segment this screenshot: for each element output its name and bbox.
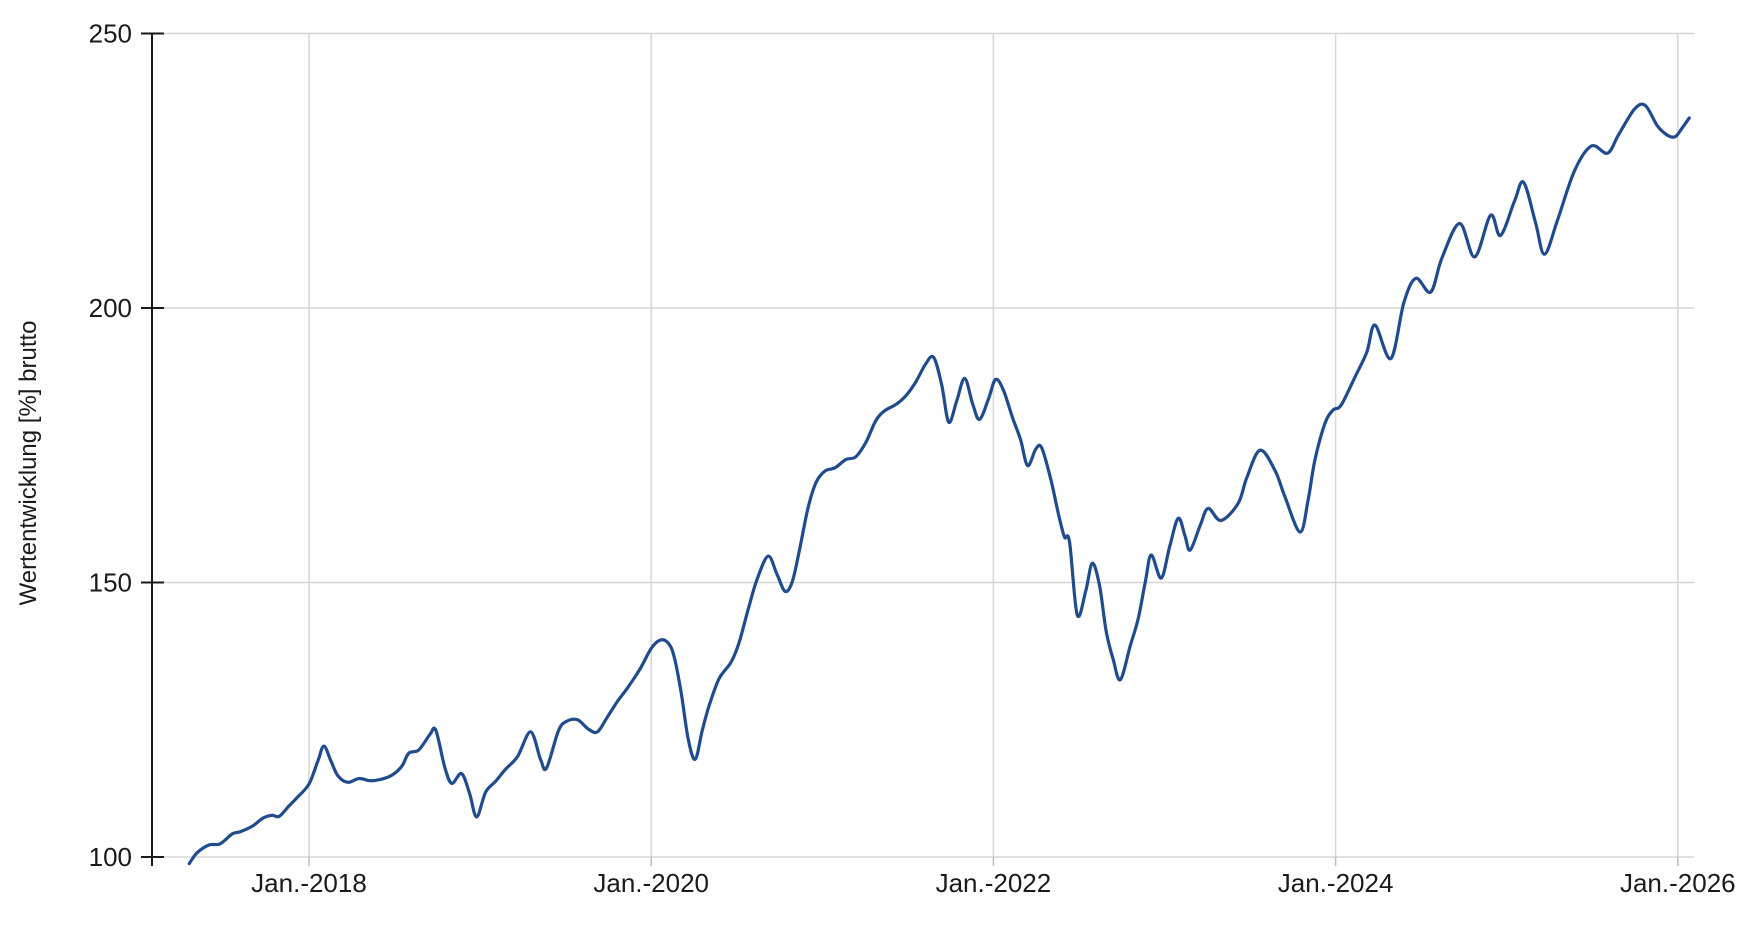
x-tick-label: Jan.-2024 [1278, 868, 1394, 898]
y-tick-label: 100 [89, 842, 132, 872]
y-axis-title: Wertentwicklung [%] brutto [15, 320, 42, 605]
gridlines [152, 32, 1694, 866]
x-tick-label: Jan.-2020 [593, 868, 709, 898]
x-tick-label: Jan.-2026 [1620, 868, 1736, 898]
x-tick-label: Jan.-2018 [251, 868, 367, 898]
axes [141, 32, 164, 866]
tick-labels: 100 150 200 250 Jan.-2018 Jan.-2020 Jan.-2022 J… [89, 19, 1736, 899]
y-tick-label: 200 [89, 293, 132, 323]
performance-line [187, 102, 1691, 866]
x-tick-label: Jan.-2022 [936, 868, 1052, 898]
y-tick-label: 150 [89, 568, 132, 598]
y-tick-label: 250 [89, 19, 132, 49]
